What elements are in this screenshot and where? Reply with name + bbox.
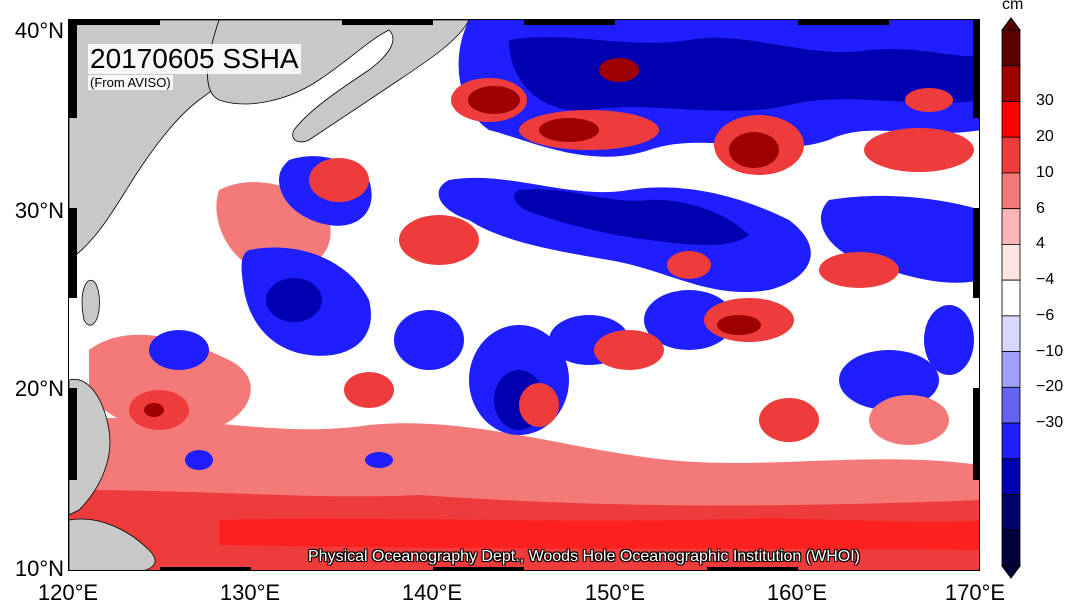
colorbar-bin [1001, 208, 1021, 245]
warm-eddy [344, 372, 394, 408]
cold-eddy [394, 310, 464, 370]
warm-eddy-core [539, 118, 599, 142]
central-cold-core [514, 189, 749, 245]
colorbar-bin [1001, 529, 1021, 567]
lat-label-30: 30°N [14, 198, 64, 223]
equatorial-warm-strip [219, 518, 979, 550]
cold-eddy [924, 305, 974, 375]
colorbar-tick-label: −30 [1036, 414, 1064, 432]
warm-eddy [759, 398, 819, 442]
cold-eddy [839, 350, 939, 410]
lon-label-140: 140°E [401, 580, 463, 605]
warm-eddy-core [468, 86, 520, 114]
map-subtitle: (From AVISO) [88, 75, 173, 90]
colorbar-bin [1001, 422, 1021, 460]
title-box: 20170605 SSHA (From AVISO) [88, 44, 301, 92]
colorbar-bin [1001, 65, 1021, 102]
lon-label-170: 170°E [944, 580, 1006, 605]
map-title: 20170605 SSHA [88, 43, 301, 74]
lon-label-130: 130°E [219, 580, 281, 605]
ssha-map [69, 20, 979, 570]
colorbar-bin [1001, 101, 1021, 138]
cold-eddy [185, 450, 213, 470]
land-philippines-south [69, 518, 156, 570]
lat-label-20: 20°N [14, 376, 64, 401]
colorbar-bin [1001, 315, 1021, 353]
warm-eddy [864, 128, 974, 172]
warm-eddy-core [729, 132, 779, 168]
cold-eddy [149, 330, 209, 370]
colorbar-tick-label: −4 [1036, 271, 1055, 289]
warm-eddy-core [717, 315, 761, 335]
warm-eddy [905, 88, 953, 112]
lon-label-150: 150°E [584, 580, 646, 605]
colorbar-bin [1001, 351, 1021, 388]
colorbar-tick-label: 20 [1036, 128, 1054, 146]
warm-eddy [667, 251, 711, 279]
colorbar-bin [1001, 386, 1021, 424]
colorbar-tick-label: 4 [1036, 235, 1045, 253]
cold-eddy [644, 290, 734, 350]
colorbar-tick-label: −20 [1036, 378, 1064, 396]
cold-core [266, 278, 322, 322]
warm-eddy [519, 383, 559, 427]
colorbar-bottom-arrow [1001, 565, 1021, 579]
lon-label-120: 120°E [37, 580, 99, 605]
colorbar-bin [1001, 243, 1021, 281]
colorbar-tick-label: 6 [1036, 199, 1045, 217]
northern-cold-core [509, 37, 979, 111]
colorbar-bin [1001, 279, 1021, 317]
colorbar [1001, 17, 1021, 579]
warm-eddy [594, 330, 664, 370]
east-cold-patch [820, 195, 979, 283]
lat-label-40: 40°N [14, 18, 64, 43]
warm-eddy [599, 58, 639, 82]
colorbar-bin [1001, 136, 1021, 174]
lon-label-160: 160°E [766, 580, 828, 605]
frame-ticks [69, 20, 979, 570]
cold-eddy [365, 452, 393, 468]
lat-label-10: 10°N [14, 556, 64, 581]
warm-eddy-core [144, 403, 164, 417]
colorbar-tick-label: 30 [1036, 92, 1054, 110]
colorbar-tick-label: 10 [1036, 163, 1054, 181]
warm-eddy [869, 395, 949, 445]
colorbar-bin [1001, 458, 1021, 495]
land-taiwan [81, 279, 100, 326]
colorbar-bin [1001, 29, 1021, 67]
warm-eddy [819, 252, 899, 288]
colorbar-unit: cm [1002, 0, 1024, 13]
colorbar-top-arrow [1001, 17, 1021, 31]
credit-text: Physical Oceanography Dept., Woods Hole … [308, 548, 860, 565]
colorbar-bin [1001, 494, 1021, 531]
colorbar-tick-label: −6 [1036, 306, 1055, 324]
colorbar-tick-label: −10 [1036, 342, 1064, 360]
warm-eddy [309, 158, 369, 202]
colorbar-bin [1001, 172, 1021, 210]
map-panel [68, 19, 980, 571]
warm-eddy [399, 215, 479, 265]
land-luzon [69, 379, 111, 516]
